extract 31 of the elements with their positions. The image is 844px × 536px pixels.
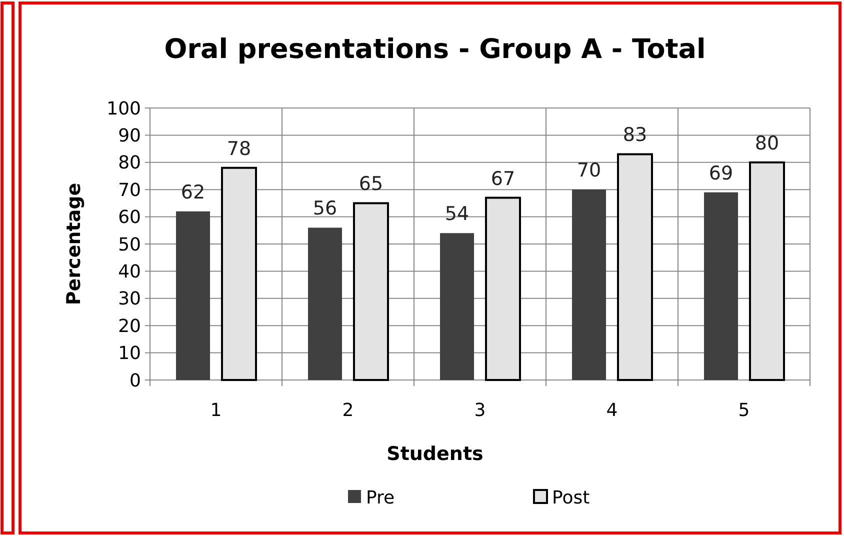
data-label: 80 (754, 132, 780, 154)
x-tick-label: 5 (738, 400, 750, 421)
data-label: 65 (358, 173, 384, 196)
y-tick-label: 50 (118, 234, 141, 256)
y-tick-label: 100 (106, 98, 141, 120)
x-tick-label: 4 (606, 400, 618, 421)
data-label: 62 (180, 181, 206, 204)
data-label: 70 (576, 160, 602, 182)
y-tick-label: 70 (118, 180, 141, 201)
data-label: 78 (226, 138, 252, 160)
data-label: 56 (312, 198, 338, 220)
y-tick-label: 90 (118, 126, 141, 146)
y-axis-title: Percentage (63, 182, 85, 306)
x-tick-label: 2 (342, 400, 354, 421)
data-label: 69 (708, 162, 734, 184)
y-tick-label: 40 (118, 262, 141, 282)
y-tick-label: 20 (118, 316, 141, 337)
x-axis-title: Students (386, 443, 484, 465)
y-tick-label: 80 (118, 152, 141, 174)
y-tick-label: 60 (118, 207, 141, 228)
data-label: 67 (490, 168, 516, 190)
data-label: 83 (622, 124, 648, 146)
x-tick-label: 1 (210, 400, 222, 421)
legend-label: Pre (366, 487, 395, 508)
chart-title: Oral presentations - Group A - Total (164, 34, 706, 65)
legend-label: Post (552, 487, 590, 508)
y-tick-label: 0 (130, 370, 141, 392)
y-tick-label: 30 (118, 288, 141, 310)
data-label: 54 (444, 203, 470, 226)
y-tick-label: 10 (118, 343, 141, 364)
x-tick-label: 3 (474, 400, 486, 421)
